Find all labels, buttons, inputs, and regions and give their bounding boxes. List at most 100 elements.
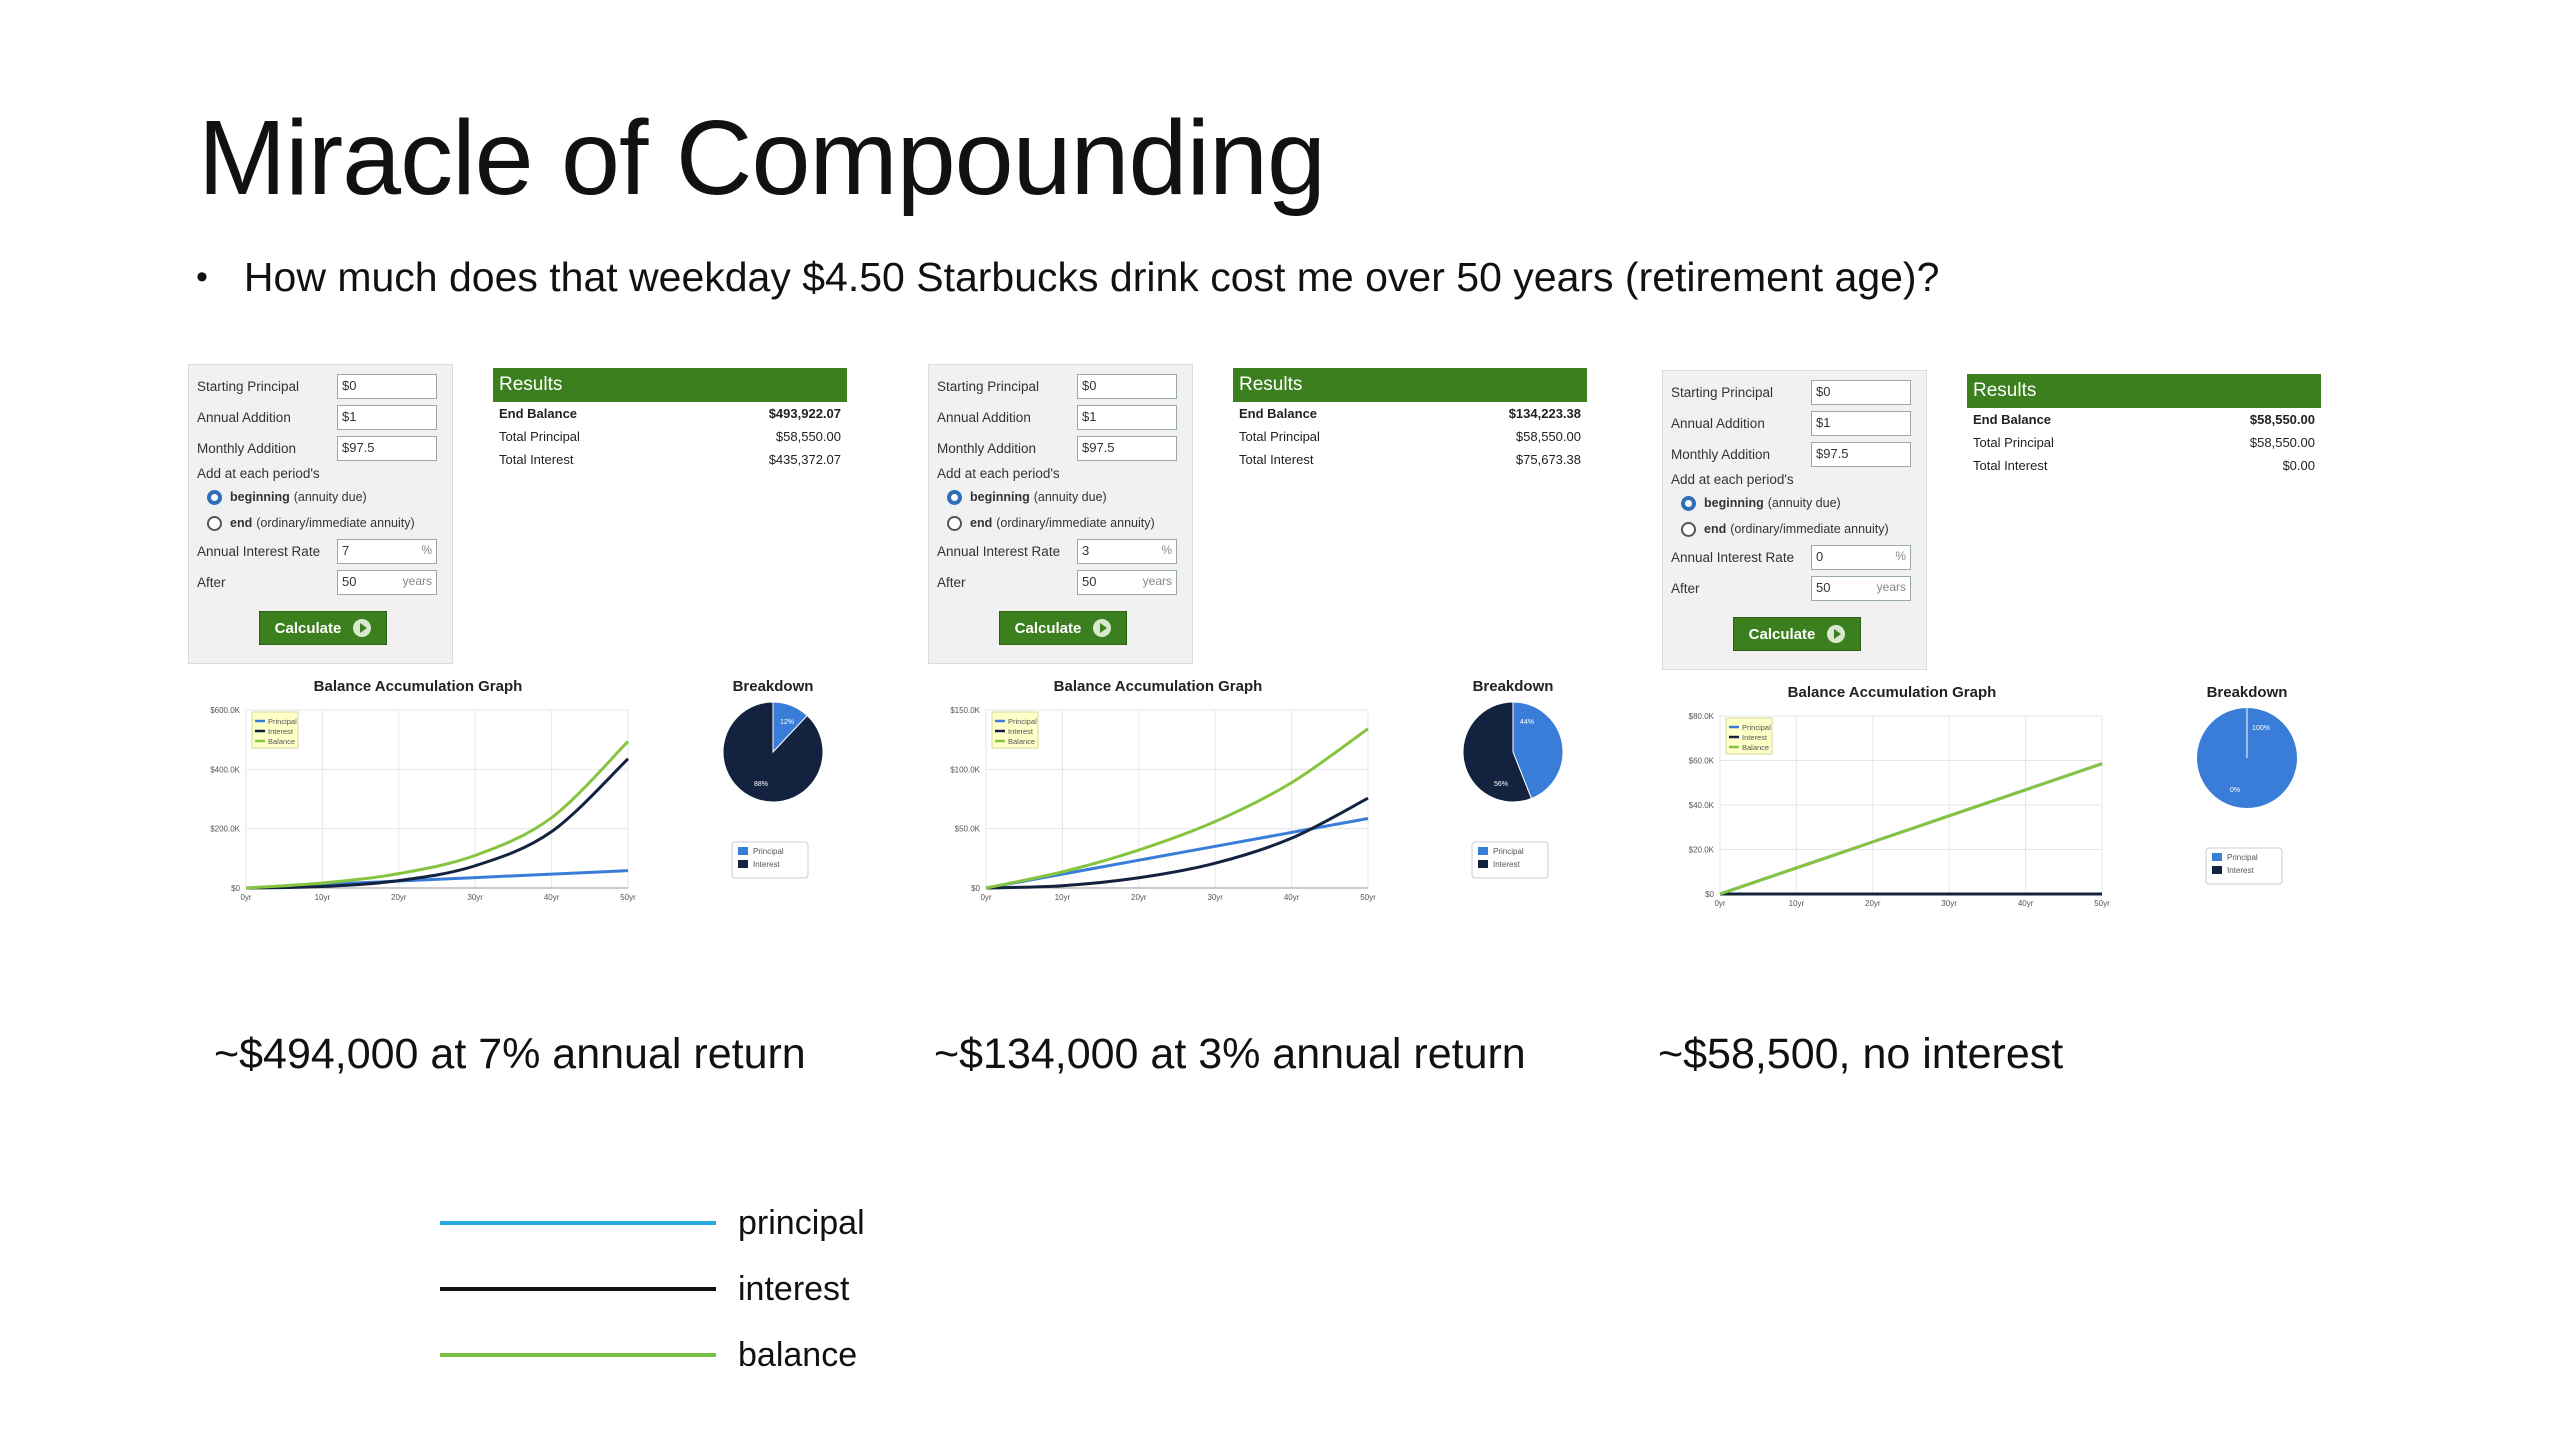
y-tick-label: $0 — [971, 884, 980, 893]
pie-legend: Principal Interest — [2205, 847, 2283, 885]
after-input[interactable]: 50 years — [1077, 570, 1177, 595]
interest-rate-label: Annual Interest Rate — [1671, 550, 1795, 565]
y-tick-label: $100.0K — [950, 765, 980, 774]
starting-principal-label: Starting Principal — [197, 379, 300, 394]
caption-no-interest: ~$58,500, no interest — [1658, 1030, 2064, 1078]
y-tick-label: $600.0K — [210, 706, 240, 715]
interest-rate-input[interactable]: 3% — [1077, 539, 1177, 564]
legend-balance-line — [440, 1353, 716, 1357]
add-at-each-label: Add at each period's — [197, 466, 320, 481]
series-line-principal — [985, 817, 1369, 890]
pie-legend-swatch — [738, 860, 748, 868]
radio-unselected-icon[interactable] — [947, 515, 962, 531]
pie-label-principal: 100% — [2252, 725, 2270, 732]
interest-rate-input[interactable]: 7% — [337, 539, 437, 564]
y-tick-label: $0 — [1705, 890, 1714, 899]
radio-end[interactable]: end (ordinary/immediate annuity) — [1671, 516, 1918, 542]
end-balance-row: End Balance $493,922.07 — [493, 402, 847, 425]
series-line-interest — [985, 796, 1369, 890]
play-arrow-icon — [353, 619, 372, 637]
series-line-balance — [985, 727, 1369, 890]
radio-end[interactable]: end (ordinary/immediate annuity) — [197, 510, 444, 536]
monthly-addition-label: Monthly Addition — [1671, 447, 1771, 462]
percent-suffix: % — [1161, 543, 1172, 557]
total-principal-row: Total Principal $58,550.00 — [1967, 431, 2321, 454]
y-tick-label: $80.0K — [1689, 712, 1715, 721]
radio-beginning[interactable]: beginning (annuity due) — [197, 484, 444, 510]
end-balance-value: $58,550.00 — [2249, 412, 2315, 427]
calculate-button[interactable]: Calculate — [259, 611, 387, 645]
end-balance-value: $493,922.07 — [768, 406, 841, 421]
total-principal-value: $58,550.00 — [775, 429, 841, 444]
end-balance-row: End Balance $134,223.38 — [1233, 402, 1587, 425]
y-tick-label: $40.0K — [1689, 801, 1715, 810]
total-interest-value: $75,673.38 — [1515, 452, 1581, 467]
y-tick-label: $20.0K — [1689, 846, 1715, 855]
calculator-form: Starting Principal $0 Annual Addition $1… — [188, 364, 453, 664]
radio-unselected-icon[interactable] — [207, 515, 222, 531]
radio-selected-icon[interactable] — [1681, 495, 1696, 511]
percent-suffix: % — [1895, 549, 1906, 563]
total-interest-row: Total Interest $0.00 — [1967, 454, 2321, 477]
after-input[interactable]: 50 years — [1811, 576, 1911, 601]
annual-addition-input[interactable]: $1 — [1077, 405, 1177, 430]
years-suffix: years — [1142, 574, 1172, 588]
radio-selected-icon[interactable] — [207, 489, 222, 505]
calculate-button[interactable]: Calculate — [1733, 617, 1861, 651]
pie-legend-swatch — [1478, 847, 1488, 855]
radio-beginning[interactable]: beginning (annuity due) — [937, 484, 1184, 510]
graph-legend-label: Principal — [1742, 723, 1771, 732]
radio-unselected-icon[interactable] — [1681, 521, 1696, 537]
pie-label-principal: 44% — [1520, 719, 1534, 726]
interest-rate-value: 0 — [1816, 549, 1824, 564]
radio-beginning[interactable]: beginning (annuity due) — [1671, 490, 1918, 516]
x-tick-label: 50yr — [1360, 893, 1376, 902]
total-principal-row: Total Principal $58,550.00 — [493, 425, 847, 448]
monthly-addition-input[interactable]: $97.5 — [337, 436, 437, 461]
starting-principal-input[interactable]: $0 — [337, 374, 437, 399]
years-suffix: years — [1876, 580, 1906, 594]
after-row: After 50 years — [197, 567, 444, 598]
legend-principal: principal — [440, 1190, 865, 1256]
annual-addition-row: Annual Addition $1 — [1671, 408, 1918, 439]
x-tick-label: 50yr — [620, 893, 636, 902]
series-line-balance — [1719, 762, 2103, 896]
balance-graph-title: Balance Accumulation Graph — [313, 678, 523, 695]
legend-principal-line — [440, 1221, 716, 1225]
radio-beginning-note: (annuity due) — [293, 490, 367, 504]
interest-rate-input[interactable]: 0% — [1811, 545, 1911, 570]
radio-beginning-label: beginning — [230, 490, 290, 504]
series-line-interest — [245, 757, 630, 890]
monthly-addition-input[interactable]: $97.5 — [1811, 442, 1911, 467]
calculate-button-label: Calculate — [1748, 625, 1816, 643]
years-suffix: years — [402, 574, 432, 588]
pie-legend-box — [2205, 847, 2283, 885]
starting-principal-input[interactable]: $0 — [1811, 380, 1911, 405]
interest-rate-row: Annual Interest Rate 3% — [937, 536, 1184, 567]
radio-end-note: (ordinary/immediate annuity) — [996, 516, 1155, 530]
calculate-button[interactable]: Calculate — [999, 611, 1127, 645]
add-at-each-label: Add at each period's — [1671, 472, 1794, 487]
pie-slice-principal — [1512, 701, 1564, 800]
pie-legend-label: Interest — [1493, 860, 1520, 869]
x-tick-label: 20yr — [1131, 893, 1147, 902]
total-principal-row: Total Principal $58,550.00 — [1233, 425, 1587, 448]
pie-label-interest: 56% — [1494, 781, 1508, 788]
starting-principal-input[interactable]: $0 — [1077, 374, 1177, 399]
radio-selected-icon[interactable] — [947, 489, 962, 505]
interest-rate-row: Annual Interest Rate 0% — [1671, 542, 1918, 573]
monthly-addition-row: Monthly Addition $97.5 — [1671, 439, 1918, 470]
monthly-addition-input[interactable]: $97.5 — [1077, 436, 1177, 461]
annual-addition-input[interactable]: $1 — [337, 405, 437, 430]
monthly-addition-row: Monthly Addition $97.5 — [197, 433, 444, 464]
radio-end[interactable]: end (ordinary/immediate annuity) — [937, 510, 1184, 536]
results-panel: Results End Balance $58,550.00 Total Pri… — [1967, 374, 2321, 477]
after-input[interactable]: 50 years — [337, 570, 437, 595]
total-principal-label: Total Principal — [499, 429, 580, 444]
annual-addition-input[interactable]: $1 — [1811, 411, 1911, 436]
starting-principal-row: Starting Principal $0 — [197, 371, 444, 402]
after-row: After 50 years — [1671, 573, 1918, 604]
